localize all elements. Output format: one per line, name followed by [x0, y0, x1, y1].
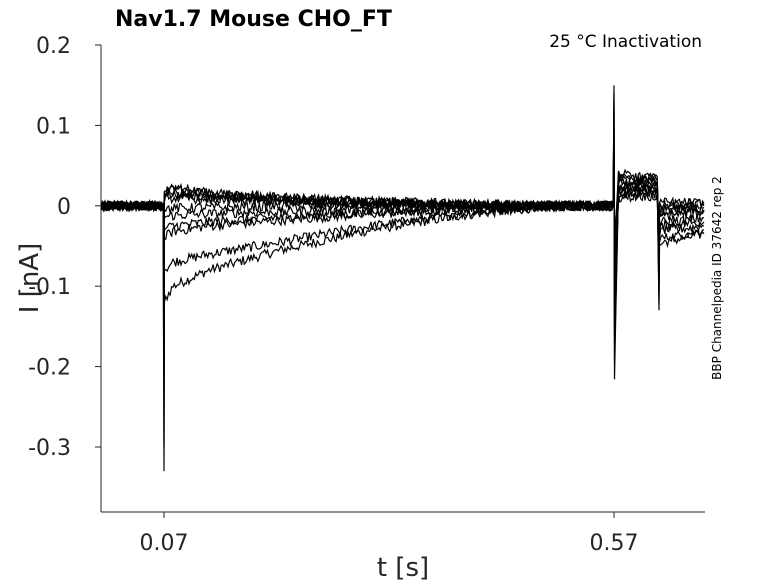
y-tick-label: 0: [57, 195, 71, 220]
y-tick-label: 0.2: [36, 34, 71, 59]
channelpedia-id-label: BBP Channelpedia ID 37642 rep 2: [710, 176, 724, 380]
x-axis-label: t [s]: [377, 553, 429, 583]
y-axis-label: I [nA]: [15, 243, 45, 313]
chart-title: Nav1.7 Mouse CHO_FT: [115, 7, 392, 32]
y-tick-label: -0.3: [28, 436, 71, 461]
x-tick-label: 0.57: [590, 531, 639, 556]
x-tick-label: 0.07: [140, 531, 189, 556]
current-trace-8: [100, 165, 705, 256]
y-ticks: 0.2 0.1 0 -0.1 -0.2 -0.3: [28, 34, 101, 461]
condition-annotation: 25 °C Inactivation: [549, 32, 702, 52]
y-tick-label: -0.2: [28, 356, 71, 381]
current-trace-11: [100, 181, 705, 228]
plot-area: 0.2 0.1 0 -0.1 -0.2 -0.3 0.07 0.57: [28, 34, 705, 556]
traces: [100, 85, 705, 472]
x-ticks: 0.07 0.57: [140, 512, 639, 556]
y-tick-label: -0.1: [28, 275, 71, 300]
y-tick-label: 0.1: [36, 114, 71, 139]
